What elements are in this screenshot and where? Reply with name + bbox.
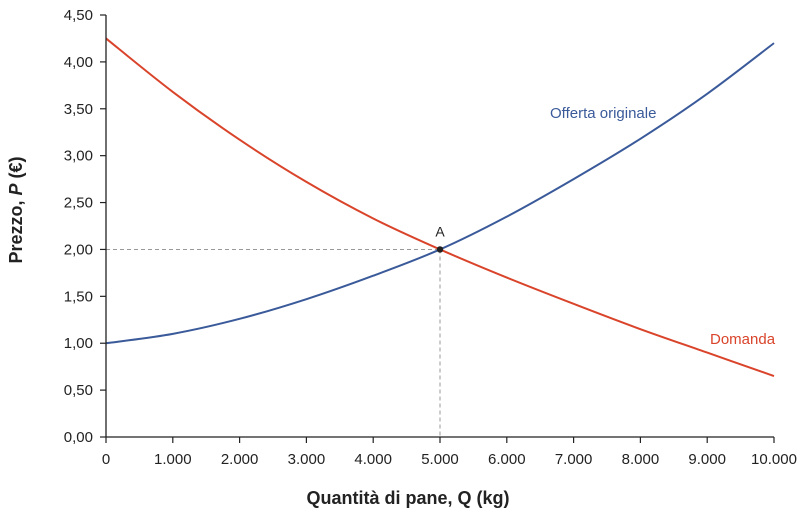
- series-label-offerta-originale: Offerta originale: [550, 105, 656, 122]
- x-tick-label: 4.000: [354, 451, 392, 468]
- x-axis-ticks: 0 1.000 2.000 3.000 4.000 5.000 6.000 7.000 8.00…: [102, 437, 797, 468]
- guide-lines: [106, 248, 441, 437]
- equilibrium-point: [436, 246, 444, 253]
- y-tick-label: 1,00: [64, 335, 93, 352]
- y-axis-title-suffix: (€): [6, 156, 26, 183]
- x-tick-label: 7.000: [555, 451, 593, 468]
- x-axis-title: Quantità di pane, Q (kg): [306, 488, 509, 508]
- y-tick-label: 2,00: [64, 241, 93, 258]
- series-line-offerta-originale: [105, 42, 775, 345]
- y-tick-label: 4,00: [64, 54, 93, 71]
- x-tick-label: 2.000: [221, 451, 259, 468]
- x-tick-label: 1.000: [154, 451, 192, 468]
- x-tick-label: 5.000: [421, 451, 459, 468]
- y-axis-title-variable: P: [6, 182, 26, 195]
- y-axis-ticks: 0,00 0,50 1,00 1,50 2,00 2,50 3,00 3,50 4,00 4,50: [64, 7, 106, 446]
- equilibrium-point-label: A: [435, 223, 445, 239]
- points-layer: A: [435, 223, 445, 253]
- y-tick-label: 0,50: [64, 382, 93, 399]
- series-layer: [105, 37, 775, 377]
- x-tick-label: 6.000: [488, 451, 526, 468]
- y-tick-label: 1,50: [64, 288, 93, 305]
- series-label-domanda: Domanda: [710, 331, 776, 348]
- x-tick-label: 9.000: [688, 451, 726, 468]
- x-tick-label: 10.000: [751, 451, 797, 468]
- y-tick-label: 3,50: [64, 101, 93, 118]
- series-line-domanda: [105, 37, 775, 377]
- y-tick-label: 3,00: [64, 148, 93, 165]
- y-tick-label: 2,50: [64, 195, 93, 212]
- series-labels: Offerta originale Domanda: [550, 105, 776, 348]
- x-tick-label: 0: [102, 451, 110, 468]
- y-axis-title-prefix: Prezzo,: [6, 195, 26, 263]
- y-tick-label: 0,00: [64, 429, 93, 446]
- y-axis-title: Prezzo, P (€): [6, 156, 26, 263]
- x-tick-label: 3.000: [288, 451, 326, 468]
- x-tick-label: 8.000: [622, 451, 660, 468]
- y-tick-label: 4,50: [64, 7, 93, 24]
